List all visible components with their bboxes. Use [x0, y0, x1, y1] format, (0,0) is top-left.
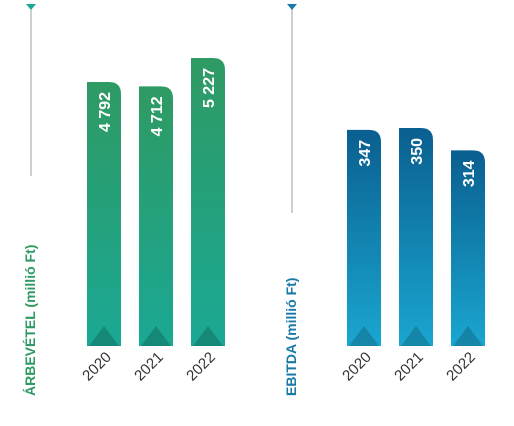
- ebitda-value-label-2021: 350: [409, 138, 426, 165]
- revenue-bar-base-decoration-2021: [141, 326, 171, 346]
- revenue-bar-base-decoration-2020: [89, 326, 119, 346]
- ebitda-bar-base-decoration-2021: [401, 326, 431, 346]
- ebitda-chart: EBITDA (millió Ft) 347 2020 350 2021 314 2022: [283, 4, 485, 396]
- revenue-x-tick-2020: 2020: [79, 349, 115, 385]
- revenue-bar-2021: [139, 86, 173, 347]
- ebitda-axis-marker: [287, 4, 297, 10]
- revenue-x-tick-2021: 2021: [131, 349, 167, 385]
- ebitda-bar-base-decoration-2020: [349, 326, 379, 346]
- ebitda-value-label-2020: 347: [357, 140, 374, 167]
- ebitda-y-axis-label: EBITDA (millió Ft): [283, 278, 299, 396]
- revenue-x-tick-2022: 2022: [183, 349, 219, 385]
- revenue-bar-2022: [191, 58, 225, 346]
- ebitda-bar-2020: [347, 129, 381, 346]
- revenue-axis-marker: [26, 4, 36, 10]
- revenue-y-axis-label: ÁRBEVÉTEL (millió Ft): [22, 245, 38, 396]
- ebitda-x-tick-2021: 2021: [391, 349, 427, 385]
- ebitda-x-tick-2020: 2020: [339, 349, 375, 385]
- revenue-bar-2020: [87, 81, 121, 346]
- ebitda-bar-base-decoration-2022: [453, 326, 483, 346]
- revenue-value-label-2020: 4 792: [97, 92, 114, 132]
- revenue-bar-base-decoration-2022: [193, 326, 223, 346]
- revenue-chart: ÁRBEVÉTEL (millió Ft) 4 792 2020 4 712 2021…: [22, 4, 225, 396]
- ebitda-value-label-2022: 314: [461, 160, 478, 187]
- ebitda-x-tick-2022: 2022: [443, 349, 479, 385]
- ebitda-bar-2021: [399, 128, 433, 346]
- revenue-value-label-2022: 5 227: [201, 68, 218, 108]
- ebitda-bar-2022: [451, 150, 485, 346]
- revenue-value-label-2021: 4 712: [149, 96, 166, 136]
